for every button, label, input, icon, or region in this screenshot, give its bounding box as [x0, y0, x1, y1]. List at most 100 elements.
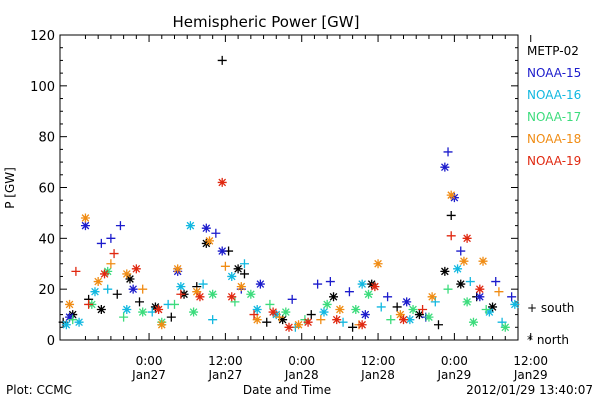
south-marker	[106, 233, 116, 243]
legend-entry: NOAA-18	[527, 132, 581, 146]
north-marker	[427, 292, 437, 302]
south-marker	[383, 292, 393, 302]
north-marker	[335, 305, 345, 314]
north-marker	[217, 177, 227, 187]
south-marker	[239, 269, 249, 279]
south-marker	[217, 55, 227, 65]
x-tick-time-label: 12:00	[208, 354, 243, 368]
north-marker	[468, 317, 478, 327]
south-marker	[306, 310, 316, 320]
y-tick-label: 100	[30, 80, 55, 95]
south-marker	[230, 297, 240, 307]
north-marker	[227, 292, 237, 302]
north-marker	[440, 266, 450, 276]
north-marker	[195, 292, 205, 302]
south-marker	[96, 238, 106, 248]
x-axis-label: Date and Time	[243, 383, 331, 397]
north-marker	[176, 282, 186, 292]
plot-frame	[59, 34, 519, 341]
y-tick-label: 40	[38, 232, 55, 247]
south-marker	[392, 302, 402, 312]
y-tick-label: 0	[47, 334, 55, 349]
south-marker	[348, 322, 358, 332]
north-marker	[332, 315, 342, 325]
y-tick-label: 20	[38, 283, 55, 298]
north-marker	[364, 289, 374, 299]
north-marker	[173, 264, 183, 274]
south-marker	[446, 231, 456, 241]
north-marker	[74, 317, 84, 327]
south-marker	[71, 266, 81, 276]
legend-entry: NOAA-16	[527, 88, 581, 102]
north-marker	[488, 302, 498, 312]
north-marker	[360, 310, 370, 320]
south-marker	[239, 259, 249, 269]
south-marker	[170, 299, 179, 309]
north-marker	[233, 264, 243, 274]
axes: 0204060801001200:00Jan2712:00Jan270:00Ja…	[30, 29, 548, 382]
legend-entry: METP-02	[527, 44, 579, 58]
x-tick-date-label: Jan29	[436, 368, 471, 382]
x-tick-time-label: 0:00	[441, 354, 468, 368]
south-marker	[313, 279, 323, 289]
south-marker	[211, 228, 221, 238]
south-marker	[465, 277, 475, 287]
north-marker	[157, 320, 167, 330]
north-marker	[236, 282, 246, 292]
south-marker	[249, 310, 259, 320]
north-marker	[462, 233, 472, 243]
north-marker	[65, 299, 75, 309]
south-marker	[115, 221, 125, 231]
south-marker	[507, 292, 517, 302]
y-tick-label: 60	[38, 182, 55, 197]
north-marker	[319, 307, 329, 317]
south-marker	[138, 284, 148, 294]
south-marker	[491, 277, 501, 287]
x-tick-time-label: 0:00	[136, 354, 163, 368]
south-marker	[443, 147, 453, 157]
x-tick-date-label: Jan27	[131, 368, 166, 382]
north-marker	[185, 221, 195, 231]
south-marker	[106, 259, 116, 269]
north-marker	[459, 256, 469, 266]
north-marker	[80, 221, 90, 231]
legend-south: + south	[527, 301, 574, 315]
south-marker	[481, 305, 491, 314]
north-marker	[357, 320, 367, 330]
north-marker	[217, 246, 227, 256]
legend-entry: NOAA-15	[527, 66, 581, 80]
north-marker	[446, 190, 456, 200]
south-marker	[103, 284, 113, 294]
north-marker	[201, 223, 211, 233]
north-marker	[399, 315, 408, 325]
north-marker	[414, 310, 424, 320]
north-marker	[475, 284, 485, 294]
south-marker	[287, 294, 297, 304]
north-marker	[128, 284, 138, 294]
south-marker	[430, 297, 440, 307]
y-axis-label: P [GW]	[3, 167, 17, 209]
south-marker	[166, 312, 176, 322]
south-marker	[433, 320, 443, 330]
north-marker	[100, 269, 110, 279]
south-marker	[376, 302, 386, 312]
north-marker	[478, 256, 488, 266]
south-marker	[446, 210, 456, 220]
x-tick-date-label: Jan29	[513, 368, 548, 382]
south-marker	[443, 284, 453, 294]
north-marker	[227, 271, 237, 281]
south-marker	[344, 287, 354, 297]
south-marker	[274, 312, 284, 322]
north-marker	[357, 279, 367, 289]
north-marker	[93, 277, 103, 287]
south-marker	[198, 279, 208, 289]
north-marker	[255, 279, 265, 289]
x-tick-date-label: Jan28	[360, 368, 395, 382]
north-marker	[154, 305, 164, 314]
north-marker	[395, 310, 405, 320]
north-marker	[122, 269, 132, 279]
south-marker	[262, 317, 272, 327]
north-marker	[252, 315, 262, 325]
south-marker	[497, 317, 507, 327]
